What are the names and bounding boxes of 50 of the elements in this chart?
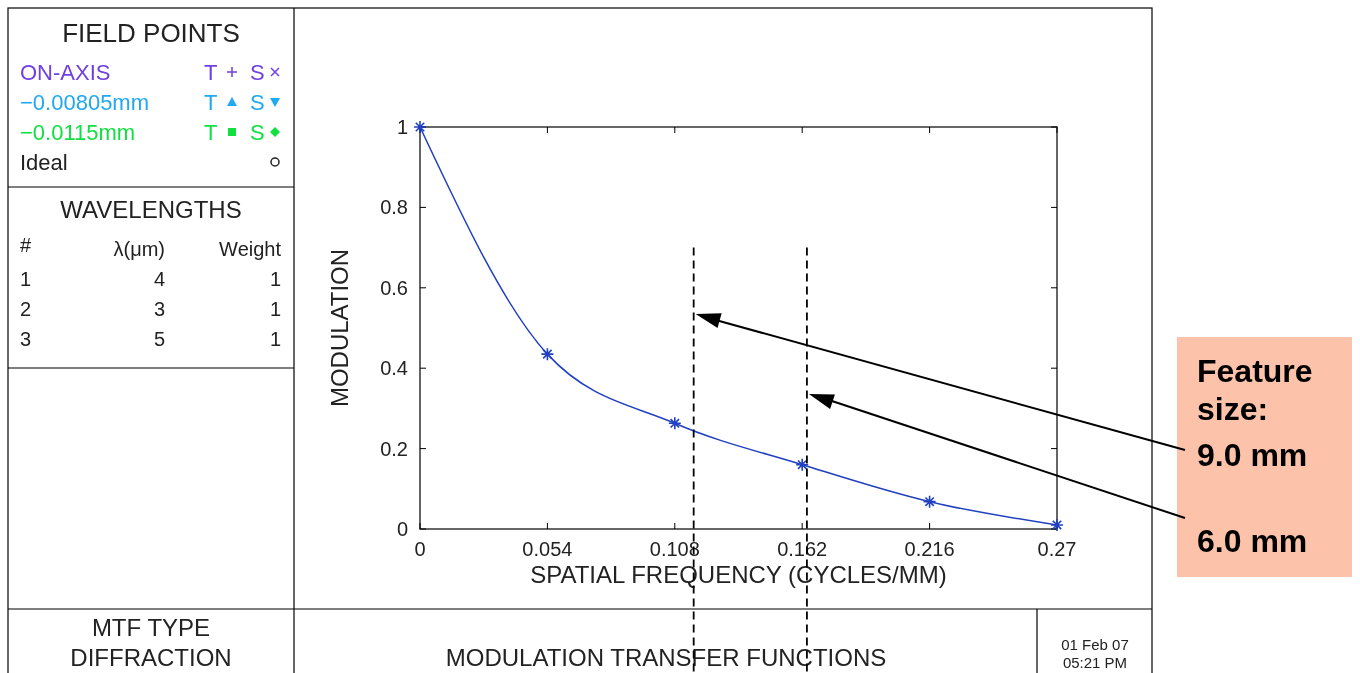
y-tick-label: 0.4 bbox=[380, 357, 408, 380]
y-tick-label: 0.6 bbox=[380, 276, 408, 299]
x-axis-title: SPATIAL FREQUENCY (CYCLES/MM) bbox=[530, 561, 947, 588]
text: T bbox=[204, 60, 218, 85]
x-tick-label: 0.216 bbox=[904, 538, 955, 560]
point bbox=[413, 120, 427, 134]
text: T bbox=[204, 90, 218, 115]
text: 01 Feb 07 bbox=[1061, 636, 1129, 653]
text: 9.0 mm bbox=[1197, 437, 1308, 473]
point bbox=[668, 416, 682, 431]
text: Ideal bbox=[20, 150, 68, 175]
text: WAVELENGTHS bbox=[60, 196, 242, 223]
text: S bbox=[250, 60, 265, 85]
text: 5 bbox=[153, 328, 165, 350]
x-tick-label: 0.054 bbox=[522, 538, 573, 560]
text: 1 bbox=[269, 268, 281, 290]
y-tick-label: 1 bbox=[396, 116, 408, 138]
text: MODULATION TRANSFER FUNCTIONS bbox=[445, 644, 887, 671]
text: −0.00805mm bbox=[20, 90, 150, 115]
y-axis-title: MODULATION bbox=[326, 248, 353, 408]
text: S bbox=[250, 90, 265, 115]
text: −0.0115mm bbox=[20, 120, 136, 145]
y-tick-label: 0.8 bbox=[380, 196, 408, 219]
point bbox=[540, 347, 555, 361]
y-tick-label: 0 bbox=[396, 518, 408, 540]
text: # bbox=[20, 234, 32, 256]
text: 2 bbox=[20, 298, 32, 320]
text: Weight bbox=[219, 238, 282, 260]
text: T bbox=[204, 120, 218, 145]
text: Feature size: bbox=[1197, 353, 1313, 427]
text: 3 bbox=[153, 298, 165, 320]
text: 1 bbox=[20, 268, 32, 290]
text: DIFFRACTION bbox=[70, 644, 232, 671]
point bbox=[795, 457, 809, 472]
text: λ(μm) bbox=[113, 238, 165, 260]
text: MTF TYPE bbox=[91, 614, 211, 641]
text: 05:21 PM bbox=[1062, 654, 1128, 671]
x-tick-label: 0 bbox=[414, 538, 426, 560]
x-tick-label: 0.27 bbox=[1037, 538, 1077, 560]
text: 4 bbox=[153, 268, 165, 290]
text: ON-AXIS bbox=[20, 60, 111, 85]
text: FIELD POINTS bbox=[62, 18, 240, 48]
text: 1 bbox=[269, 298, 281, 320]
text: 1 bbox=[269, 328, 281, 350]
point bbox=[1050, 518, 1064, 532]
text: 3 bbox=[20, 328, 32, 350]
text: 6.0 mm bbox=[1197, 523, 1308, 559]
text: S bbox=[250, 120, 265, 145]
point bbox=[922, 494, 937, 509]
y-tick-label: 0.2 bbox=[380, 437, 408, 460]
